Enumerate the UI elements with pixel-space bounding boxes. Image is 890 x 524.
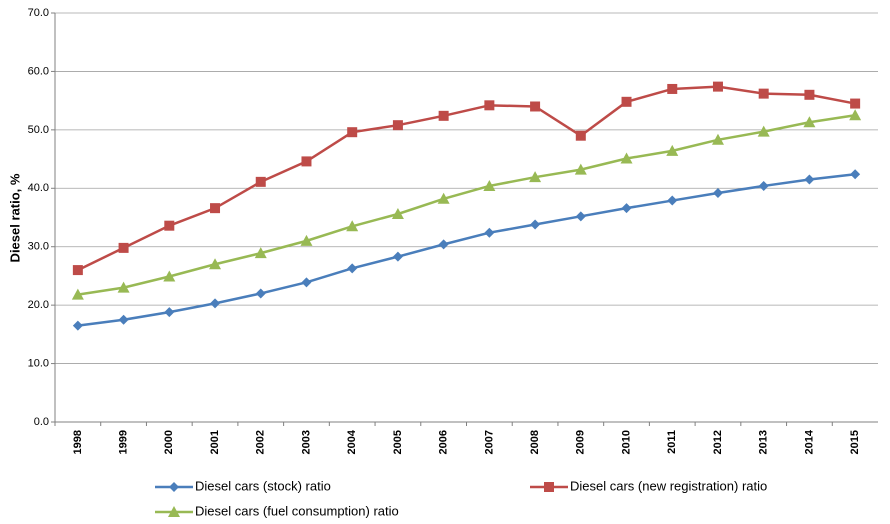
- data-point: [438, 239, 449, 250]
- data-point: [255, 288, 266, 299]
- x-tick-label: 2013: [758, 430, 770, 454]
- data-point: [484, 227, 495, 238]
- x-tick-label: 2014: [803, 429, 815, 454]
- data-point: [392, 120, 403, 131]
- data-point: [438, 110, 449, 121]
- x-tick-label: 2002: [255, 430, 267, 454]
- data-point: [712, 81, 723, 92]
- data-point: [667, 83, 678, 94]
- data-point: [758, 88, 769, 99]
- data-point: [621, 96, 632, 107]
- data-point: [164, 307, 175, 318]
- x-tick-label: 2004: [346, 429, 358, 454]
- legend-marker: [168, 506, 180, 517]
- data-point: [347, 263, 358, 274]
- data-point: [849, 109, 862, 121]
- y-tick-label: 70.0: [28, 7, 49, 19]
- data-point: [621, 203, 632, 214]
- y-tick-label: 40.0: [28, 182, 49, 194]
- x-tick-label: 1999: [117, 430, 129, 454]
- data-point: [666, 144, 679, 156]
- x-tick-label: 2008: [529, 430, 541, 454]
- series-line: [77, 85, 856, 272]
- data-point: [575, 211, 586, 222]
- y-tick-label: 20.0: [28, 299, 49, 311]
- y-tick-label: 30.0: [28, 241, 49, 253]
- data-point: [529, 171, 542, 183]
- data-point: [210, 298, 221, 309]
- legend-label: Diesel cars (stock) ratio: [195, 478, 331, 493]
- x-tick-label: 2015: [849, 430, 861, 454]
- data-point: [850, 169, 861, 180]
- x-tick-label: 2007: [483, 430, 495, 454]
- series-line: [77, 114, 856, 296]
- data-point: [437, 192, 450, 204]
- x-tick-label: 2011: [666, 430, 678, 454]
- x-tick-label: 2005: [392, 430, 404, 454]
- data-point: [117, 281, 130, 293]
- data-point: [163, 270, 176, 282]
- data-point: [484, 100, 495, 111]
- data-point: [804, 89, 815, 100]
- legend-label: Diesel cars (fuel consumption) ratio: [195, 503, 399, 518]
- x-tick-label: 2001: [209, 430, 221, 454]
- data-point: [118, 314, 129, 325]
- data-point: [803, 116, 816, 128]
- data-point: [804, 174, 815, 185]
- data-point: [667, 195, 678, 206]
- data-point: [255, 176, 266, 187]
- data-point: [72, 265, 83, 276]
- data-point: [72, 320, 83, 331]
- data-point: [164, 220, 175, 231]
- data-point: [209, 258, 222, 270]
- data-point: [300, 234, 313, 246]
- legend-marker: [169, 482, 179, 492]
- series-line: [77, 173, 856, 327]
- data-point: [483, 179, 496, 191]
- y-tick-label: 50.0: [28, 124, 49, 136]
- data-point: [391, 207, 404, 219]
- x-tick-label: 2000: [163, 430, 175, 454]
- x-tick-label: 2012: [712, 430, 724, 454]
- data-point: [757, 125, 770, 137]
- data-point: [254, 247, 267, 259]
- x-tick-label: 2009: [575, 430, 587, 454]
- data-point: [712, 187, 723, 198]
- x-tick-label: 1998: [72, 430, 84, 454]
- data-point: [620, 152, 633, 164]
- data-point: [530, 219, 541, 230]
- data-point: [392, 251, 403, 262]
- data-point: [347, 127, 358, 138]
- x-tick-label: 2006: [438, 430, 450, 454]
- data-point: [118, 242, 129, 253]
- y-tick-label: 10.0: [28, 357, 49, 369]
- data-point: [210, 203, 221, 214]
- y-tick-label: 0.0: [34, 416, 49, 428]
- legend-label: Diesel cars (new registration) ratio: [570, 478, 767, 493]
- data-point: [575, 130, 586, 141]
- data-point: [346, 220, 359, 232]
- data-point: [530, 101, 541, 112]
- data-point: [71, 288, 84, 300]
- data-point: [301, 277, 312, 288]
- data-point: [301, 156, 312, 167]
- y-tick-label: 60.0: [28, 65, 49, 77]
- y-axis-label: Diesel ratio, %: [7, 173, 22, 262]
- data-point: [850, 98, 861, 109]
- legend-marker: [544, 482, 554, 492]
- data-point: [711, 133, 724, 145]
- x-tick-label: 2010: [620, 430, 632, 454]
- x-tick-label: 2003: [300, 430, 312, 454]
- data-point: [574, 163, 587, 175]
- data-point: [758, 180, 769, 191]
